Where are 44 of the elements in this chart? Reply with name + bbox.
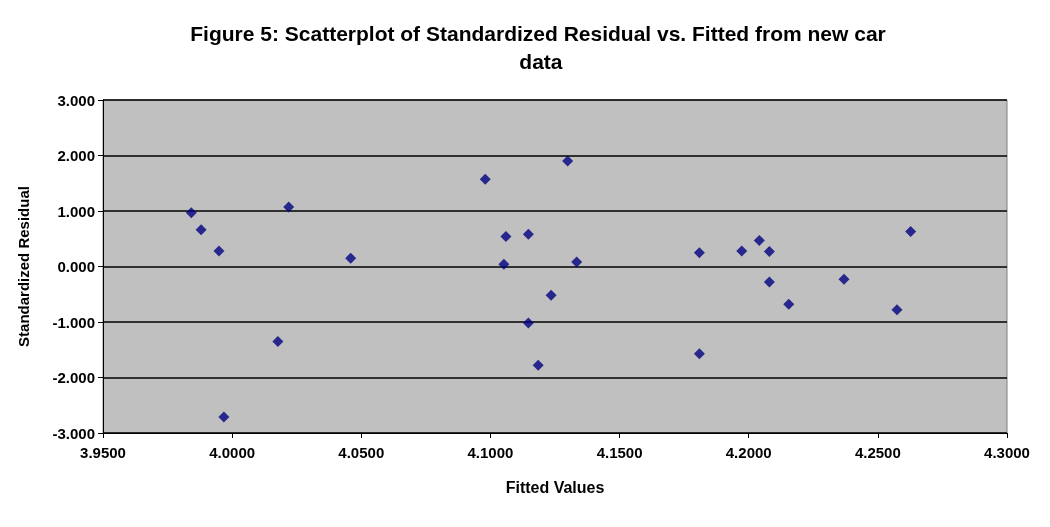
x-axis-title: Fitted Values <box>505 478 605 496</box>
point <box>522 228 534 240</box>
point <box>693 247 705 259</box>
x-tick-label: 4.1500 <box>596 444 643 461</box>
point <box>345 252 357 264</box>
point <box>905 226 917 238</box>
x-tick-label: 4.1000 <box>467 444 514 461</box>
point <box>195 224 207 236</box>
point <box>753 234 765 246</box>
point <box>736 245 748 257</box>
point <box>571 256 583 268</box>
point <box>218 411 230 423</box>
point <box>522 317 534 329</box>
point <box>891 304 903 316</box>
y-tick-label: 1.000 <box>57 202 95 220</box>
point <box>693 348 705 360</box>
chart-title: Figure 5: Scatterplot of Standardized Residual vs. Fitted from new car data <box>190 21 886 73</box>
x-tick-label: 4.3000 <box>984 444 1030 461</box>
y-tick-label: -3.000 <box>52 424 95 442</box>
y-tick-label: 3.000 <box>57 91 95 109</box>
point <box>185 207 197 219</box>
point <box>500 231 512 243</box>
y-tick-label: 2.000 <box>57 147 95 164</box>
point <box>283 201 295 213</box>
point <box>838 273 850 285</box>
x-tick-label: 3.9500 <box>80 444 126 461</box>
point <box>763 276 775 288</box>
point <box>272 335 284 347</box>
point <box>763 246 775 258</box>
point <box>545 289 557 301</box>
point <box>213 245 225 257</box>
point <box>479 173 491 185</box>
y-tick-label: -2.000 <box>52 369 95 386</box>
y-tick-label: 0.000 <box>57 258 95 275</box>
point <box>498 258 510 270</box>
y-axis-title: Standardized Residual <box>15 186 32 347</box>
point <box>783 298 795 310</box>
x-tick-label: 4.0000 <box>209 444 256 461</box>
point <box>532 359 544 371</box>
x-tick-label: 4.0500 <box>338 444 385 461</box>
point <box>562 155 574 167</box>
x-tick-label: 4.2500 <box>854 444 901 461</box>
y-tick-label: -1.000 <box>52 313 95 331</box>
x-tick-label: 4.2000 <box>725 444 772 461</box>
